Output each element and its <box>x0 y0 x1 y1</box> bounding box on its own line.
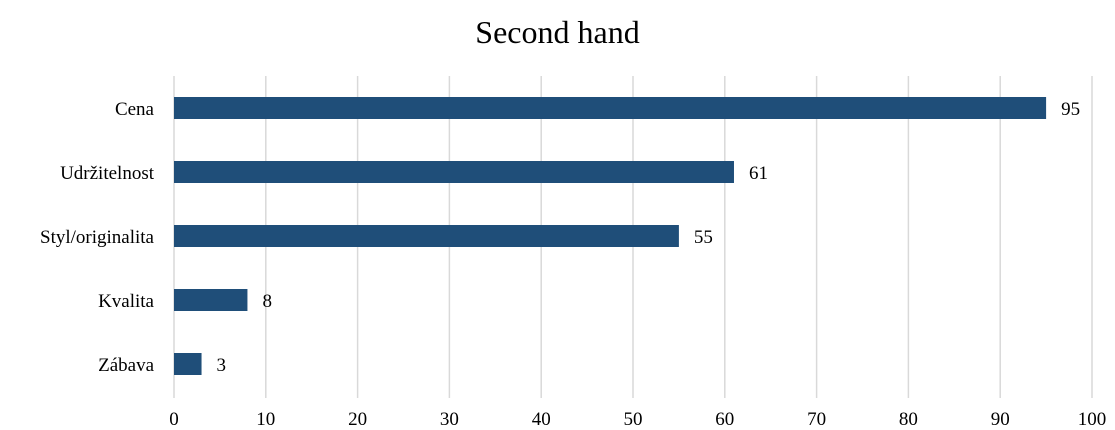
category-label: Cena <box>115 99 155 120</box>
x-tick-label: 40 <box>532 409 551 430</box>
data-label: 95 <box>1061 99 1080 120</box>
x-tick-label: 10 <box>256 409 275 430</box>
x-tick-label: 50 <box>624 409 643 430</box>
x-tick-label: 70 <box>807 409 826 430</box>
data-label: 55 <box>694 227 713 248</box>
x-tick-label: 60 <box>715 409 734 430</box>
data-label: 61 <box>749 163 768 184</box>
category-label: Kvalita <box>98 291 154 312</box>
labels: 0 10 20 30 40 50 60 70 80 90 100 Cena 95 Udržitelnost… <box>40 99 1106 430</box>
bar <box>174 225 679 247</box>
x-tick-label: 20 <box>348 409 367 430</box>
bar <box>174 353 202 375</box>
x-tick-label: 0 <box>169 409 179 430</box>
category-label: Udržitelnost <box>60 163 155 184</box>
chart-title: Second hand <box>475 14 640 50</box>
x-tick-label: 90 <box>991 409 1010 430</box>
bars <box>174 97 1047 375</box>
data-label: 3 <box>217 355 227 376</box>
data-label: 8 <box>262 291 272 312</box>
bar <box>174 97 1047 119</box>
category-label: Styl/originalita <box>40 227 155 248</box>
x-tick-label: 80 <box>899 409 918 430</box>
bar <box>174 289 248 311</box>
bar <box>174 161 734 183</box>
category-label: Zábava <box>98 355 154 376</box>
x-tick-label: 100 <box>1078 409 1107 430</box>
x-tick-label: 30 <box>440 409 459 430</box>
